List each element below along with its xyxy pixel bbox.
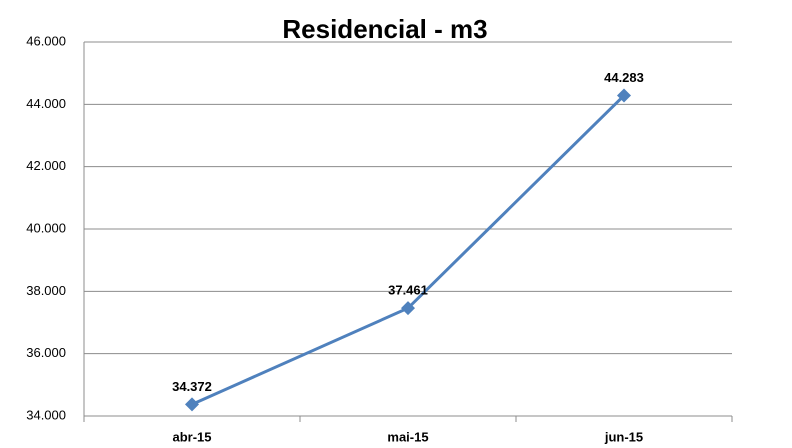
y-tick-label: 38.000	[26, 283, 66, 298]
y-tick-label: 44.000	[26, 96, 66, 111]
y-tick-label: 46.000	[26, 33, 66, 48]
data-label: 44.283	[604, 70, 644, 85]
data-label: 37.461	[388, 283, 428, 298]
y-tick-label: 40.000	[26, 220, 66, 235]
x-tick-label: mai-15	[387, 429, 428, 444]
series-line	[191, 94, 626, 406]
data-label: 34.372	[172, 379, 212, 394]
y-tick-label: 36.000	[26, 345, 66, 360]
data-point	[401, 301, 415, 316]
chart-title: Residencial - m3	[282, 14, 487, 44]
y-tick-label: 34.000	[26, 407, 66, 422]
data-point	[617, 88, 631, 103]
data-point	[185, 397, 199, 412]
x-tick-label: jun-15	[604, 429, 643, 444]
y-tick-label: 42.000	[26, 158, 66, 173]
x-tick-label: abr-15	[172, 429, 211, 444]
